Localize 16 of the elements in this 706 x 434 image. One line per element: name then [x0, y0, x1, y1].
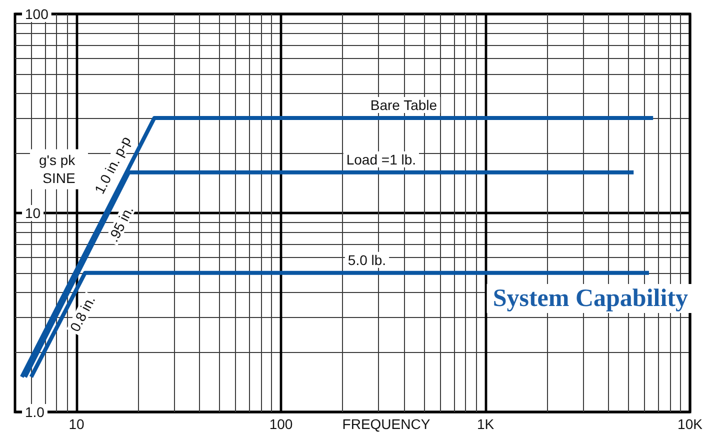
annotation: 1.0 in. p-p — [91, 134, 134, 196]
series-label: 5.0 lb. — [348, 252, 386, 268]
x-axis-title: FREQUENCY — [342, 416, 431, 432]
y-tick-label: 100 — [25, 6, 49, 22]
series-label: Load =1 lb. — [346, 151, 416, 168]
x-tick-label: 100 — [269, 416, 293, 432]
annotation: .95 in. — [104, 203, 136, 244]
y-tick-label: 10 — [25, 205, 41, 221]
x-tick-label: 10 — [68, 416, 85, 432]
annotation: 0.8 in. — [66, 292, 98, 334]
y-tick-label: 1.0 — [25, 404, 45, 420]
y-axis-title: g's pk SINE — [38, 152, 80, 186]
series-label: Bare Table — [370, 97, 438, 114]
x-tick-label: 1K — [476, 416, 495, 432]
x-tick-label: 10K — [678, 416, 704, 432]
text: System Capability — [492, 285, 688, 312]
